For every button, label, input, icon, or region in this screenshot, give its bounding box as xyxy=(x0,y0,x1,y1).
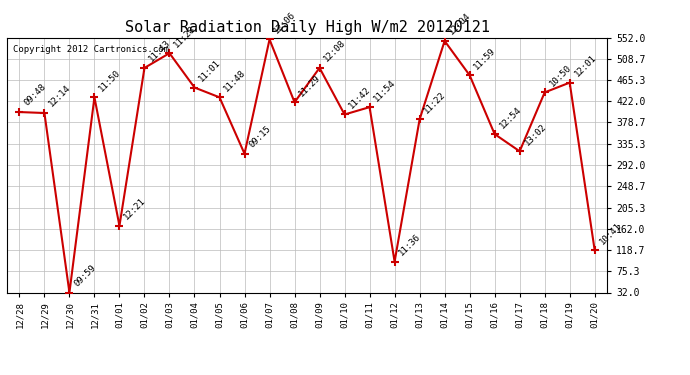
Text: 11:42: 11:42 xyxy=(347,85,373,110)
Text: 12:08: 12:08 xyxy=(322,38,348,64)
Text: 11:50: 11:50 xyxy=(97,68,123,93)
Text: 11:43: 11:43 xyxy=(147,38,172,64)
Text: 12:04: 12:04 xyxy=(447,11,473,37)
Text: 12:54: 12:54 xyxy=(497,105,523,130)
Text: 11:59: 11:59 xyxy=(473,46,497,71)
Text: 11:48: 11:48 xyxy=(222,68,248,93)
Text: 11:28: 11:28 xyxy=(172,24,197,49)
Text: 09:59: 09:59 xyxy=(72,263,97,288)
Text: 12:06: 12:06 xyxy=(273,10,297,35)
Title: Solar Radiation Daily High W/m2 20120121: Solar Radiation Daily High W/m2 20120121 xyxy=(125,20,489,35)
Text: 11:01: 11:01 xyxy=(197,58,223,83)
Text: 13:02: 13:02 xyxy=(522,122,548,147)
Text: 11:36: 11:36 xyxy=(397,232,423,258)
Text: 12:14: 12:14 xyxy=(47,84,72,109)
Text: 11:54: 11:54 xyxy=(373,78,397,103)
Text: 09:48: 09:48 xyxy=(22,82,48,108)
Text: 10:50: 10:50 xyxy=(547,63,573,88)
Text: 10:41: 10:41 xyxy=(598,221,623,246)
Text: 09:15: 09:15 xyxy=(247,124,273,150)
Text: 12:21: 12:21 xyxy=(122,196,148,222)
Text: Copyright 2012 Cartronics.com: Copyright 2012 Cartronics.com xyxy=(13,45,169,54)
Text: 12:01: 12:01 xyxy=(573,53,598,78)
Text: 11:29: 11:29 xyxy=(297,73,323,98)
Text: 11:22: 11:22 xyxy=(422,90,448,115)
